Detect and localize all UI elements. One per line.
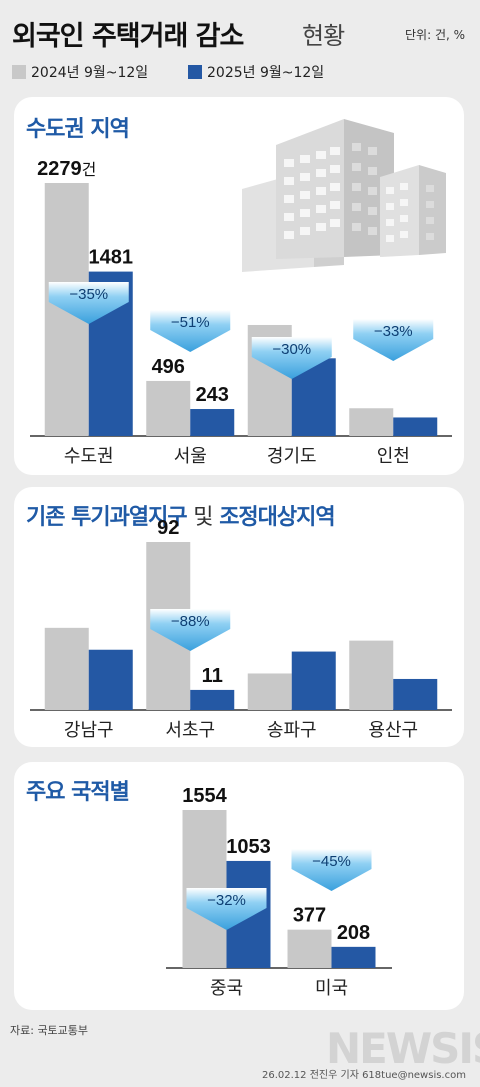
category-label-3: 인천 [377,446,410,467]
change-arrow-0 [48,282,129,324]
panel-speculation: 기존 투기과열지구 및 조정대상지역 강남구 서초구 92 11 −88% 송파구 용산구 [14,487,464,747]
change-label-3: −33% [374,323,413,340]
page-title: 외국인 주택거래 감소 [12,21,244,52]
change-label-0: −35% [69,286,108,303]
value-label-2025-1: 11 [202,665,223,687]
bar-2025-3 [393,417,438,436]
bar-2024-0 [44,627,89,710]
credit-line: 26.02.12 전진우 기자 618tue@newsis.com [262,1070,466,1081]
value-label-2025-0: 1053 [226,836,271,858]
change-arrow-3 [353,319,434,361]
value-label-2025-1: 243 [196,384,229,406]
legend: 2024년 9월~12일 2025년 9월~12일 [12,62,472,82]
change-arrow-0 [186,888,267,930]
panel-speculation-title-c: 조정대상지역 [219,505,335,530]
change-arrow-1 [150,609,231,651]
category-label-0: 강남구 [64,720,114,741]
value-label-2024-1: 496 [152,356,185,378]
category-label-2: 송파구 [267,720,317,741]
value-label-2025-1: 208 [337,922,370,944]
category-label-1: 서초구 [165,720,215,741]
category-label-2: 경기도 [267,446,317,467]
category-label-3: 용산구 [368,720,418,741]
category-label-1: 미국 [315,978,348,999]
panel-speculation-title-a: 기존 투기과열지구 [26,505,188,530]
panel-metro-title: 수도권 지역 [26,117,130,142]
value-unit-suffix: 건 [82,161,97,179]
change-label-0: −32% [207,892,246,909]
bar-2024-1 [287,929,332,968]
legend-label-2025: 2025년 9월~12일 [207,65,325,81]
panel-nationality: 주요 국적별 중국 1554 1053 −32% 미국 377 208 −45% [14,762,464,1010]
bar-2025-0 [88,649,133,710]
unit-label: 단위: 건, % [405,28,466,42]
legend-swatch-2025 [188,65,202,79]
value-label-2025-0: 1481 [89,247,134,269]
source-note: 자료: 국토교통부 [10,1024,89,1037]
bar-2024-1 [146,380,191,436]
bar-2025-1 [190,689,235,710]
value-label-2024-1: 92 [157,517,179,539]
legend-swatch-2024 [12,65,26,79]
panel-speculation-title: 기존 투기과열지구 및 조정대상지역 [26,499,336,531]
change-arrow-2 [251,337,332,379]
change-label-2: −30% [272,341,311,358]
change-label-1: −51% [171,314,210,331]
bar-2025-2 [291,651,336,710]
change-label-1: −45% [312,853,351,870]
chart-nationality: 중국 1554 1053 −32% 미국 377 208 −45% [166,785,392,999]
value-label-2024-1: 377 [293,905,326,927]
category-label-0: 수도권 [64,446,114,467]
panel-metro: 수도권 지역 [14,97,464,475]
category-label-1: 서울 [174,446,207,467]
bar-2025-1 [190,409,235,436]
change-arrow-1 [150,310,231,352]
change-arrow-1 [291,849,372,891]
bar-2025-3 [393,678,438,710]
value-label-2024-0: 2279건 [37,158,96,180]
legend-item-2025: 2025년 9월~12일 [188,62,324,82]
change-label-1: −88% [171,613,210,630]
panel-nationality-title: 주요 국적별 [26,780,130,805]
bar-2024-3 [349,640,394,710]
bar-2025-1 [331,946,376,968]
category-label-0: 중국 [210,978,243,999]
page-title-accent: 현황 [302,22,345,50]
chart-speculation: 강남구 서초구 92 11 −88% 송파구 용산구 [30,517,452,741]
chart-metro: 수도권 2279건 1481 −35% 서울 496 243 −51% 경기도 −30% 인천 −33… [30,119,452,467]
newsis-watermark: NEWSIS [326,1024,480,1073]
panel-speculation-title-b: 및 [193,505,213,530]
building-illustration [242,119,446,272]
bar-2024-3 [349,408,394,436]
bar-2024-2 [247,673,292,710]
legend-item-2024: 2024년 9월~12일 [12,62,148,82]
legend-label-2024: 2024년 9월~12일 [31,65,149,81]
header: 외국인 주택거래 감소 현황 단위: 건, % [12,14,472,54]
value-label-2024-0: 1554 [182,785,227,807]
